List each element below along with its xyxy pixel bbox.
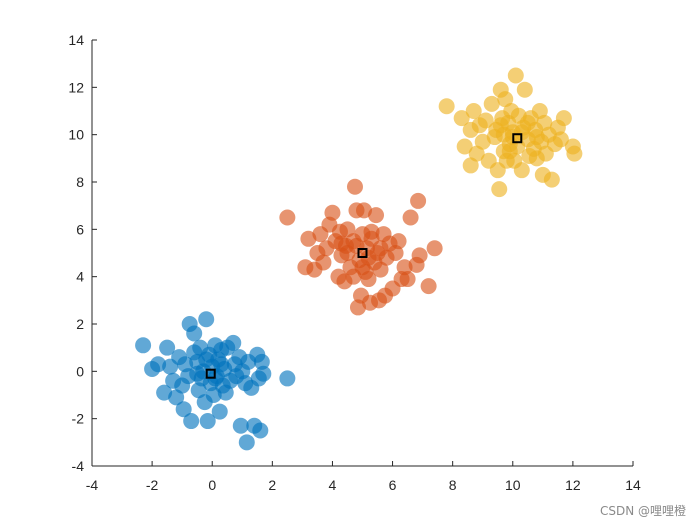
data-point-cluster-3 xyxy=(492,117,509,134)
data-point-cluster-2 xyxy=(360,271,377,288)
data-point-cluster-3 xyxy=(528,129,545,146)
data-point-cluster-1 xyxy=(175,401,192,418)
data-point-cluster-3 xyxy=(507,67,524,84)
data-point-cluster-3 xyxy=(519,114,536,131)
data-point-cluster-1 xyxy=(279,370,296,387)
x-tick-label: 12 xyxy=(565,477,581,493)
y-tick-label: 14 xyxy=(68,32,84,48)
data-point-cluster-2 xyxy=(356,202,373,219)
data-point-cluster-3 xyxy=(552,131,569,148)
data-point-cluster-1 xyxy=(253,353,270,370)
data-points xyxy=(135,67,583,451)
data-point-cluster-2 xyxy=(426,240,443,257)
data-point-cluster-1 xyxy=(225,334,242,351)
data-point-cluster-2 xyxy=(324,204,341,221)
data-point-cluster-2 xyxy=(372,240,389,257)
x-tick-label: 0 xyxy=(208,477,216,493)
data-point-cluster-3 xyxy=(513,162,530,179)
data-point-cluster-3 xyxy=(477,112,494,129)
data-point-cluster-1 xyxy=(198,311,215,328)
data-point-cluster-1 xyxy=(238,434,255,451)
y-tick-label: -4 xyxy=(72,458,85,474)
data-point-cluster-2 xyxy=(345,268,362,285)
data-point-cluster-3 xyxy=(497,91,514,108)
data-point-cluster-3 xyxy=(501,143,518,160)
y-tick-label: 6 xyxy=(76,221,84,237)
data-point-cluster-2 xyxy=(368,207,385,224)
data-point-cluster-2 xyxy=(411,247,428,264)
data-point-cluster-3 xyxy=(474,133,491,150)
data-point-cluster-2 xyxy=(390,233,407,250)
data-point-cluster-3 xyxy=(438,98,455,115)
data-point-cluster-2 xyxy=(339,221,356,238)
data-point-cluster-3 xyxy=(566,145,583,162)
y-tick-label: -2 xyxy=(72,411,85,427)
data-point-cluster-1 xyxy=(156,384,173,401)
data-point-cluster-2 xyxy=(346,178,363,195)
data-point-cluster-3 xyxy=(483,95,500,112)
watermark-text: CSDN @哩哩橙 xyxy=(599,504,686,518)
data-point-cluster-1 xyxy=(135,337,152,354)
data-point-cluster-2 xyxy=(300,230,317,247)
x-tick-label: 4 xyxy=(329,477,337,493)
axes: -4 -2 0 2 4 6 8 10 12 14 -4 -2 0 2 4 6 8 10 12 14 xyxy=(68,32,641,493)
data-point-cluster-1 xyxy=(255,365,272,382)
data-point-cluster-2 xyxy=(420,278,437,295)
x-tick-label: -4 xyxy=(86,477,99,493)
data-point-cluster-1 xyxy=(199,413,216,430)
x-tick-label: -2 xyxy=(146,477,159,493)
data-point-cluster-1 xyxy=(232,417,249,434)
centroid-marker-3 xyxy=(512,133,523,144)
x-tick-label: 6 xyxy=(389,477,397,493)
data-point-cluster-1 xyxy=(189,365,206,382)
data-point-cluster-1 xyxy=(186,344,203,361)
x-tick-label: 10 xyxy=(505,477,521,493)
data-point-cluster-3 xyxy=(516,81,533,98)
centroid-marker-2 xyxy=(357,248,368,258)
data-point-cluster-2 xyxy=(315,254,332,271)
data-point-cluster-3 xyxy=(555,110,572,127)
y-tick-label: 12 xyxy=(68,79,84,95)
centroid-marker-1 xyxy=(205,368,216,379)
data-point-cluster-3 xyxy=(468,145,485,162)
centroid-markers xyxy=(205,133,523,379)
data-point-cluster-1 xyxy=(252,422,269,439)
data-point-cluster-3 xyxy=(465,103,482,119)
data-point-cluster-1 xyxy=(186,325,203,342)
data-point-cluster-1 xyxy=(213,356,230,373)
x-tick-label: 2 xyxy=(268,477,276,493)
y-tick-label: 0 xyxy=(76,363,84,379)
data-point-cluster-2 xyxy=(399,271,416,288)
data-point-cluster-3 xyxy=(453,110,470,127)
data-point-cluster-1 xyxy=(198,351,215,368)
data-point-cluster-1 xyxy=(159,339,176,356)
y-tick-label: 8 xyxy=(76,174,84,190)
data-point-cluster-2 xyxy=(348,237,365,254)
y-tick-label: 4 xyxy=(76,269,84,285)
data-point-cluster-2 xyxy=(279,209,296,226)
data-point-cluster-2 xyxy=(372,261,389,278)
x-tick-label: 14 xyxy=(625,477,641,493)
x-tick-label: 8 xyxy=(449,477,457,493)
data-point-cluster-1 xyxy=(168,389,185,406)
data-point-cluster-1 xyxy=(150,356,167,373)
data-point-cluster-2 xyxy=(333,235,350,252)
data-point-cluster-1 xyxy=(183,413,200,430)
data-point-cluster-1 xyxy=(211,403,228,420)
data-point-cluster-3 xyxy=(543,171,560,188)
y-tick-label: 2 xyxy=(76,316,84,332)
y-tick-label: 10 xyxy=(68,127,84,143)
data-point-cluster-3 xyxy=(456,138,473,155)
data-point-cluster-3 xyxy=(462,157,479,174)
data-point-cluster-2 xyxy=(363,223,380,240)
data-point-cluster-2 xyxy=(402,209,419,226)
data-point-cluster-3 xyxy=(491,181,508,198)
data-point-cluster-2 xyxy=(410,192,427,209)
